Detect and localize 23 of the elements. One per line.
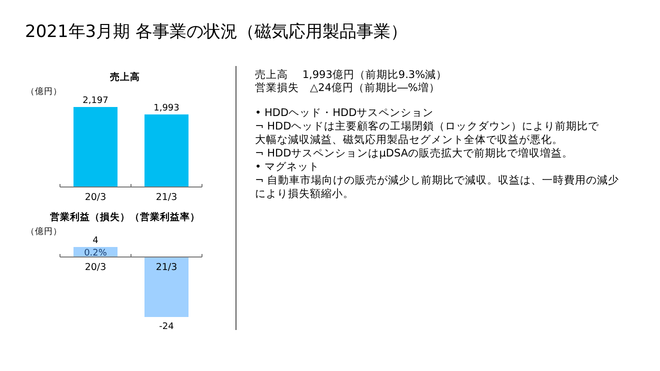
data-label: 2,197 [82,96,108,106]
x-tick-label: 20/3 [84,262,106,273]
text: 売上高 1,993億円（前期比9.3%減） [255,68,448,81]
data-label: 4 [92,236,99,246]
x-tick-label: 20/3 [84,192,106,203]
y-axis-title: （億円） [26,226,62,237]
text: 営業損失 △24億円（前期比―%増） [255,81,440,94]
x-tick-label: 21/3 [156,192,178,203]
y-axis-title: （億円） [26,86,62,97]
text: ¬ 自動車市場向けの販売が減少し前期比で減収。収益は、一時費用の減少 [255,174,620,186]
text: 大幅な減収減益、磁気応用製品セグメント全体で収益が悪化。 [255,133,563,146]
chart-title: 売上高 [110,71,140,83]
text: 2021年3月期 各事業の状況（磁気応用製品事業） [25,22,408,42]
text: ¬ HDDヘッドは主要顧客の工場閉鎖（ロックダウン）により前期比で [255,120,600,132]
text: により損失額縮小。 [255,187,354,200]
x-tick-label: 21/3 [156,262,178,273]
text: • マグネット [255,161,320,173]
text: ¬ HDDサスペンションはμDSAの販売拡大で前期比で増収増益。 [255,146,574,160]
data-label: 1,993 [154,103,180,114]
data-label: -24 [159,322,174,332]
annotation: 0.2% [84,248,108,258]
chart-title: 営業利益（損失）（営業利益率） [50,211,200,223]
text: • HDDヘッド・HDDサスペンション [255,107,434,119]
